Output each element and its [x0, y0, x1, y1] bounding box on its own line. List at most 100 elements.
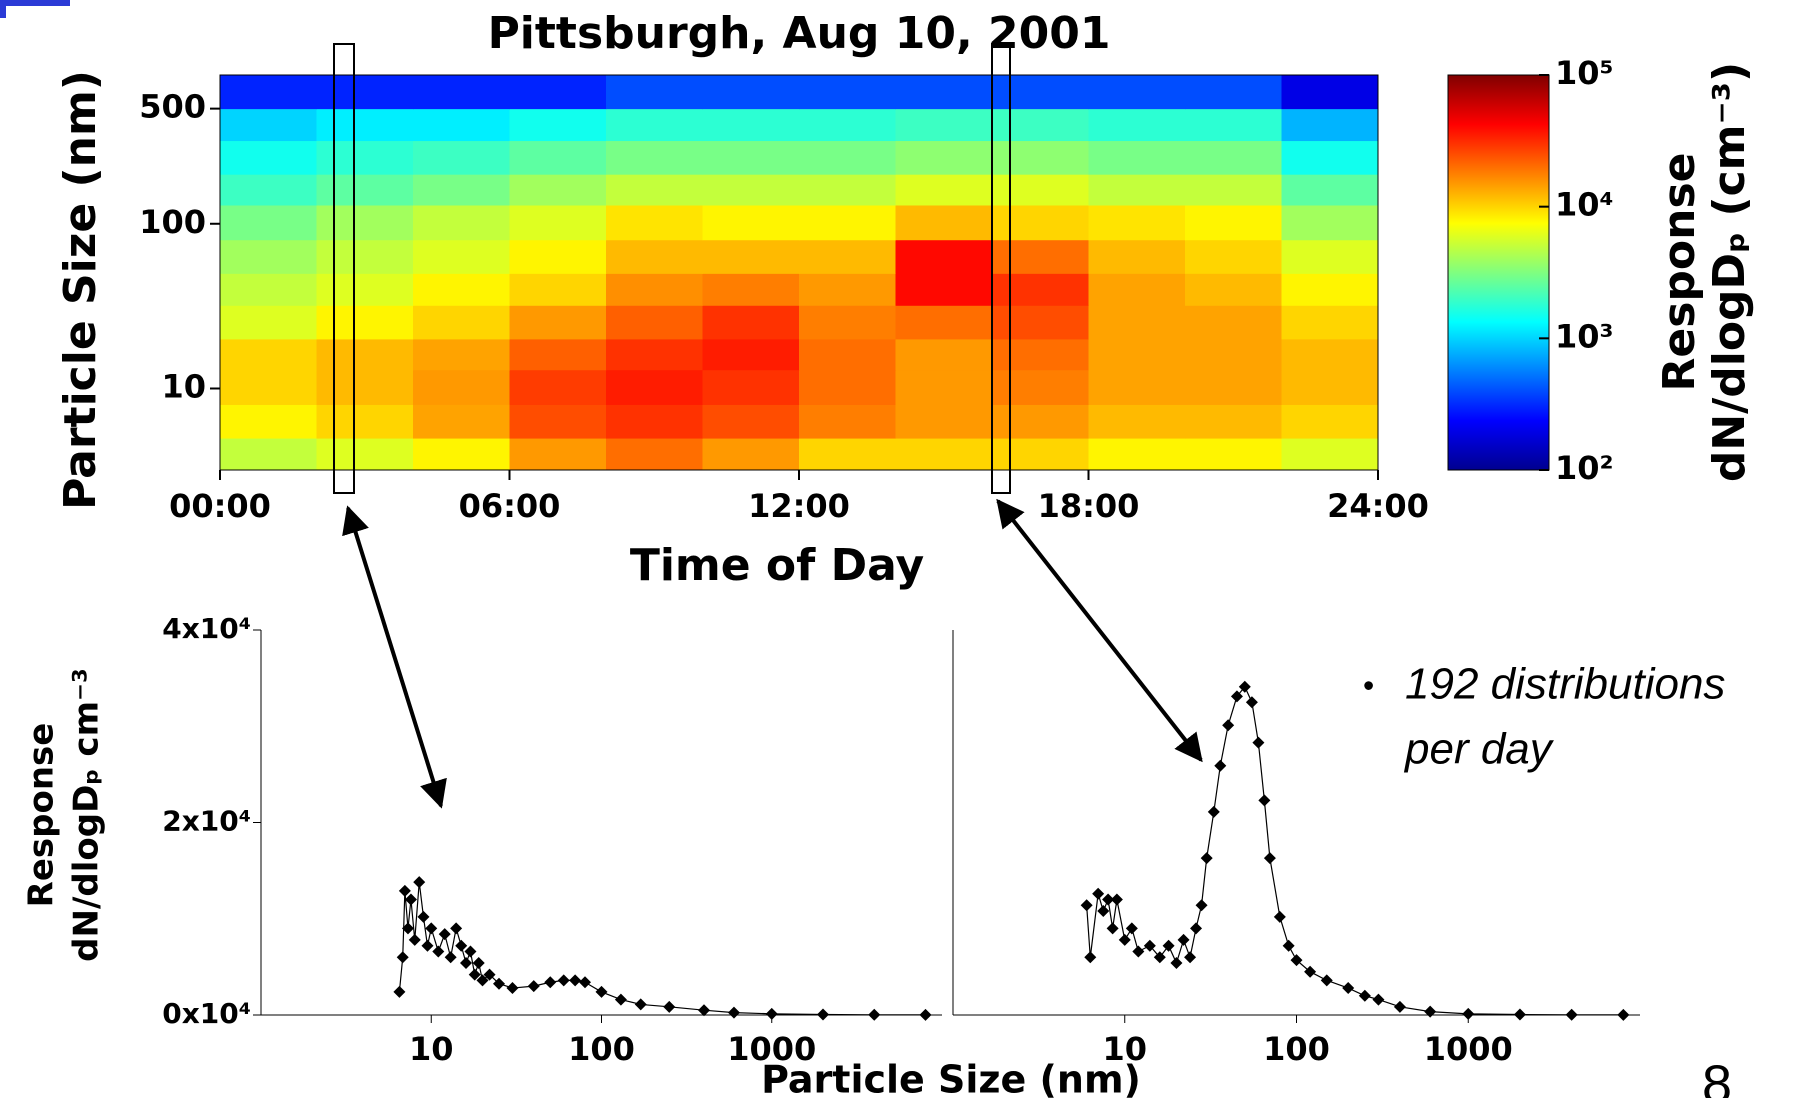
- heatmap-cell: [606, 239, 703, 274]
- heatmap-cell: [702, 75, 800, 110]
- data-point: [1513, 1008, 1526, 1021]
- heatmap-cell: [702, 338, 800, 371]
- data-point: [1290, 954, 1303, 967]
- heatmap-cell: [702, 239, 800, 274]
- heatmap-cell: [220, 204, 317, 241]
- data-point: [468, 968, 481, 981]
- heatmap-cell: [316, 140, 414, 175]
- heatmap-cell: [316, 438, 414, 471]
- data-point: [438, 928, 451, 941]
- heatmap-cell: [509, 204, 607, 241]
- heatmap-cell: [316, 239, 414, 274]
- data-point: [1565, 1008, 1578, 1021]
- heatmap-cell: [702, 273, 800, 306]
- data-point: [1162, 939, 1175, 952]
- data-point: [506, 982, 519, 995]
- data-point: [1222, 719, 1235, 732]
- colorbar-label: Response: [1654, 153, 1705, 392]
- heatmap-cell: [799, 174, 896, 206]
- heatmap-cell: [220, 438, 317, 471]
- heatmap-cell: [1281, 108, 1379, 142]
- heatmap-cell: [992, 305, 1089, 340]
- colorbar: [1447, 74, 1550, 471]
- data-point: [408, 933, 421, 946]
- x-axis-label: Particle Size (nm): [761, 1058, 1141, 1098]
- heatmap-cell: [1088, 404, 1186, 439]
- data-point: [765, 1007, 778, 1020]
- data-point: [1393, 1000, 1406, 1013]
- x-tick-label: 12:00: [748, 487, 850, 525]
- heatmap-cell: [316, 75, 414, 110]
- y-axis-label: Response: [22, 723, 62, 908]
- heatmap-cell: [1281, 338, 1379, 371]
- heatmap-cell: [220, 239, 317, 274]
- bullet: •: [1363, 667, 1374, 703]
- data-point: [919, 1008, 932, 1021]
- data-point: [1170, 957, 1183, 970]
- x-tick-label: 00:00: [169, 487, 271, 525]
- data-point: [476, 974, 489, 987]
- heatmap-cell: [220, 305, 317, 340]
- data-point: [1263, 852, 1276, 865]
- data-point: [1080, 899, 1093, 912]
- data-point: [1097, 905, 1110, 918]
- heatmap-cell: [413, 239, 510, 274]
- data-point: [727, 1006, 740, 1019]
- heatmap-cell: [1281, 273, 1379, 306]
- heatmap-cell: [799, 305, 896, 340]
- data-point: [1207, 805, 1220, 818]
- chart-title: Pittsburgh, Aug 10, 2001: [488, 8, 1111, 59]
- heatmap-cell: [992, 438, 1089, 471]
- data-point: [396, 951, 409, 964]
- heatmap-cell: [413, 140, 510, 175]
- heatmap-cell: [1185, 305, 1282, 340]
- arrow: [996, 498, 1203, 763]
- heatmap-cell: [606, 273, 703, 306]
- data-point: [464, 945, 477, 958]
- data-point: [557, 974, 570, 987]
- data-point: [1342, 982, 1355, 995]
- heatmap-cell: [1281, 204, 1379, 241]
- heatmap-cell: [1185, 204, 1282, 241]
- heatmap-cell: [316, 338, 414, 371]
- heatmap-cell: [1088, 108, 1186, 142]
- heatmap-cell: [509, 305, 607, 340]
- data-point: [1106, 922, 1119, 935]
- data-point: [444, 951, 457, 964]
- y-tick-label: 100: [139, 203, 206, 241]
- heatmap-cell: [895, 369, 993, 405]
- heatmap-cell: [509, 273, 607, 306]
- heatmap-cell: [413, 273, 510, 306]
- heatmap-cell: [992, 108, 1089, 142]
- plots: 00:00 06:00 12:00 18:00 24:00 10 100 500 10² 10³ 1…: [139, 54, 1640, 1068]
- data-point: [595, 985, 608, 998]
- data-point: [1617, 1008, 1630, 1021]
- data-point: [432, 945, 445, 958]
- heatmap-cell: [1088, 305, 1186, 340]
- data-point: [398, 884, 411, 897]
- data-point: [698, 1004, 711, 1017]
- heatmap-cell: [1088, 140, 1186, 175]
- heatmap-cell: [702, 369, 800, 405]
- heatmap-cell: [895, 438, 993, 471]
- x-tick-label: 100: [1263, 1030, 1330, 1068]
- heatmap-cell: [702, 140, 800, 175]
- x-tick-label: 100: [568, 1030, 635, 1068]
- heatmap-cell: [895, 75, 993, 110]
- data-point: [1320, 974, 1333, 987]
- data-point: [425, 922, 438, 935]
- heatmap-cell: [220, 273, 317, 306]
- heatmap-cell: [992, 369, 1089, 405]
- data-point: [663, 1000, 676, 1013]
- heatmap-cell: [799, 438, 896, 471]
- colorbar-tick-label: 10⁵: [1555, 54, 1614, 92]
- heatmap-cell: [1281, 404, 1379, 439]
- colorbar-tick-label: 10³: [1555, 317, 1614, 355]
- heatmap-cell: [316, 404, 414, 439]
- data-point: [1238, 680, 1251, 693]
- heatmap-cell: [799, 140, 896, 175]
- heatmap-cell: [799, 369, 896, 405]
- data-point: [1092, 887, 1105, 900]
- heatmap-cell: [1185, 438, 1282, 471]
- heatmap-cell: [220, 404, 317, 439]
